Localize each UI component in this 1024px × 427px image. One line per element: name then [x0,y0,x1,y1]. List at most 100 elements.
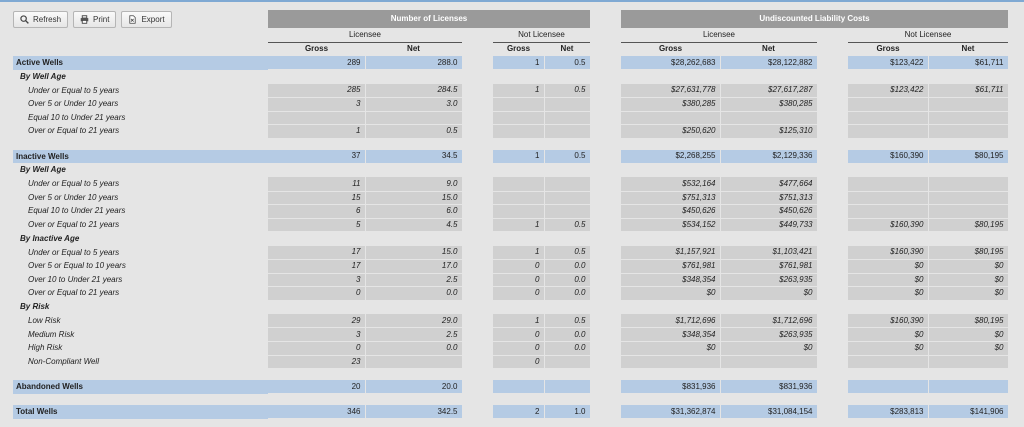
row-label: Over 5 or Equal to 10 years [28,261,126,271]
table-row: Under or Equal to 5 years 11 9.0 $532,164 $4… [13,177,1009,192]
value-cell [365,355,463,370]
value-cell: $477,664 [720,177,818,192]
value-cell [928,380,1009,395]
value-cell: $0 [928,327,1009,343]
value-cell: 6 [268,204,366,219]
refresh-button[interactable]: Refresh [13,11,69,28]
value-cell [544,355,591,370]
col-net: Net [407,44,420,54]
export-button[interactable]: Export [121,11,172,28]
value-cell: $0 [720,341,818,356]
value-cell: $27,631,778 [621,83,721,98]
value-cell: $450,626 [720,204,818,219]
liability-group-header: Undiscounted Liability Costs [621,10,1008,28]
value-cell: 3 [268,327,366,343]
value-cell: $141,906 [928,405,1009,420]
table-row: Over or Equal to 21 years 0 0.0 0 0.0 $0 $0 $0 $… [13,286,1009,301]
licenses-not-licensee-header: Not Licensee [493,28,590,43]
value-cell: $831,936 [621,380,721,395]
value-cell: 1 [493,218,545,233]
value-cell [493,380,545,395]
table-row: Over 5 or Under 10 years 3 3.0 $380,285 $380… [13,97,1009,112]
col-gross: Gross [876,44,900,54]
value-cell [493,111,545,126]
row-label: Low Risk [28,316,61,326]
printer-icon [80,15,89,24]
row-label: Under or Equal to 5 years [28,179,120,189]
table-row: Under or Equal to 5 years 285 284.5 1 0.5 $27… [13,83,1009,98]
value-cell: 288.0 [365,56,463,71]
value-cell: 9.0 [365,177,463,192]
row-label: Medium Risk [28,329,75,339]
value-cell [493,124,545,139]
value-cell: 20 [268,380,366,395]
row-label: Equal 10 to Under 21 years [28,206,126,216]
value-cell: 29 [268,314,366,329]
value-cell: $348,354 [621,273,721,288]
value-cell: $250,620 [621,124,721,139]
row-label: Inactive Wells [13,149,268,164]
refresh-label: Refresh [33,15,62,24]
value-cell: 342.5 [365,405,463,420]
row-label: Over or Equal to 21 years [28,288,120,298]
value-cell: 3 [268,97,366,112]
value-cell: $449,733 [720,218,818,233]
value-cell: 3.0 [365,97,463,112]
value-cell [928,355,1009,370]
value-cell: $0 [848,341,929,356]
value-cell [848,204,929,219]
value-cell [848,97,929,112]
value-cell: 0.0 [544,327,591,343]
table-row: Over 5 or Equal to 10 years 17 17.0 0 0.0 $76… [13,259,1009,274]
value-cell: 1 [493,56,545,71]
value-cell: 2.5 [365,273,463,288]
value-cell [544,97,591,112]
value-cell: 0 [268,286,366,301]
value-cell: 2.5 [365,327,463,343]
value-cell [928,204,1009,219]
row-label: Over 5 or Under 10 years [28,99,119,109]
value-cell: 0.5 [544,218,591,233]
value-cell: 1 [493,149,545,164]
licenses-licensee-header: Licensee [268,28,462,43]
value-cell [720,355,818,370]
value-cell [848,124,929,139]
value-cell [848,380,929,395]
table-row: Over or Equal to 21 years 5 4.5 1 0.5 $534,15… [13,218,1009,233]
value-cell: $0 [848,286,929,301]
value-cell [268,111,366,126]
value-cell: $31,362,874 [621,405,721,420]
value-cell [928,111,1009,126]
table-row: Over 10 to Under 21 years 3 2.5 0 0.0 $348,35… [13,273,1009,288]
row-label: Under or Equal to 5 years [28,247,120,257]
row-label: By Inactive Age [20,233,80,243]
print-button[interactable]: Print [73,11,117,28]
row-label: High Risk [28,343,63,353]
value-cell: 34.5 [365,149,463,164]
document-icon [129,15,137,24]
value-cell: $380,285 [720,97,818,112]
value-cell: $31,084,154 [720,405,818,420]
value-cell: 284.5 [365,83,463,98]
value-cell [848,177,929,192]
group-header-row: By Well Age [13,163,1008,177]
value-cell: $0 [848,327,929,343]
row-label: Under or Equal to 5 years [28,85,120,95]
value-cell [544,204,591,219]
row-label: By Risk [20,302,50,312]
table-row: Non-Compliant Well 23 0 [13,355,1009,370]
value-cell: 20.0 [365,380,463,395]
value-cell: 0 [493,341,545,356]
value-cell: 0 [493,355,545,370]
value-cell: $380,285 [621,97,721,112]
value-cell [848,355,929,370]
value-cell [544,191,591,206]
value-cell: 15.0 [365,245,463,260]
value-cell: $123,422 [848,56,929,71]
value-cell: 0 [493,273,545,288]
row-label: By Well Age [20,165,66,175]
col-gross: Gross [506,44,531,54]
group-header-row: By Inactive Age [13,232,1008,246]
value-cell [928,191,1009,206]
group-header-row: By Well Age [13,70,1008,84]
